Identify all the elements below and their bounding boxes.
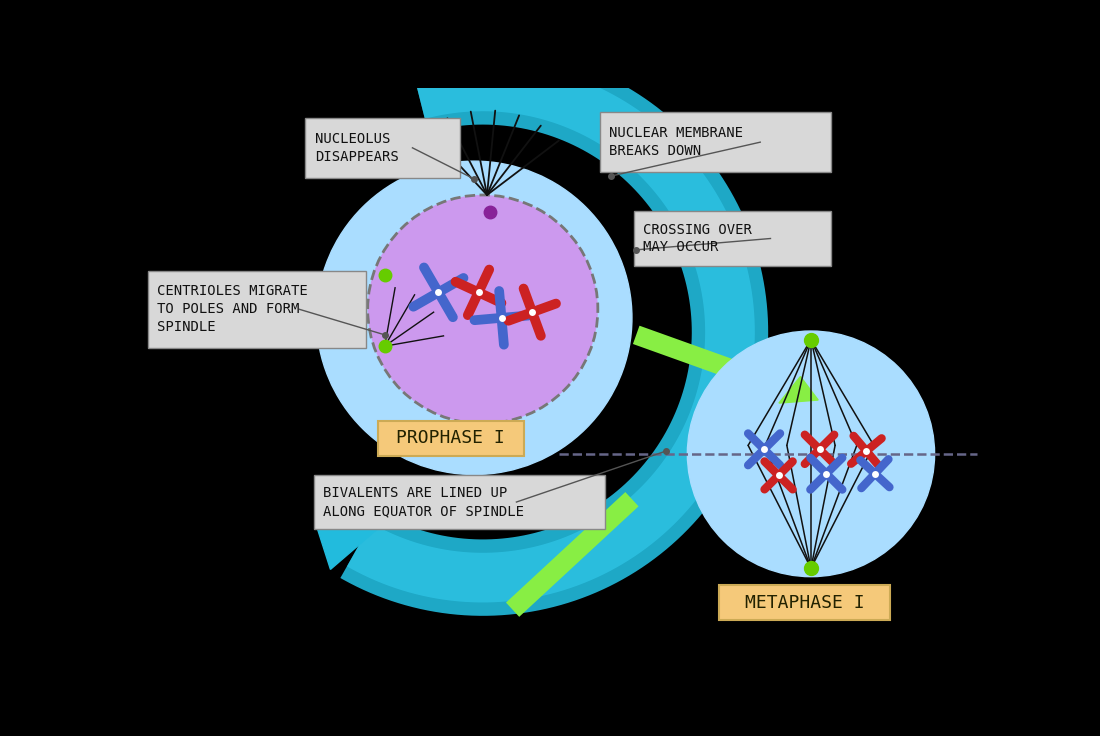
Text: PROPHASE I: PROPHASE I <box>396 429 505 447</box>
FancyBboxPatch shape <box>306 118 460 178</box>
Text: NUCLEAR MEMBRANE
BREAKS DOWN: NUCLEAR MEMBRANE BREAKS DOWN <box>609 127 743 158</box>
FancyBboxPatch shape <box>378 421 524 456</box>
Text: METAPHASE I: METAPHASE I <box>745 594 865 612</box>
FancyBboxPatch shape <box>600 112 830 172</box>
Ellipse shape <box>317 161 631 475</box>
Ellipse shape <box>367 195 598 424</box>
Ellipse shape <box>688 331 935 577</box>
Text: CENTRIOLES MIGRATE
TO POLES AND FORM
SPINDLE: CENTRIOLES MIGRATE TO POLES AND FORM SPI… <box>157 285 308 334</box>
Text: BIVALENTS ARE LINED UP
ALONG EQUATOR OF SPINDLE: BIVALENTS ARE LINED UP ALONG EQUATOR OF … <box>323 486 525 518</box>
Text: NUCLEOLUS
DISAPPEARS: NUCLEOLUS DISAPPEARS <box>315 132 398 163</box>
Polygon shape <box>316 520 388 570</box>
Polygon shape <box>779 377 818 403</box>
FancyBboxPatch shape <box>634 211 830 266</box>
FancyBboxPatch shape <box>147 271 366 348</box>
Text: CROSSING OVER
MAY OCCUR: CROSSING OVER MAY OCCUR <box>644 222 752 255</box>
FancyBboxPatch shape <box>314 475 605 529</box>
FancyBboxPatch shape <box>719 585 890 620</box>
